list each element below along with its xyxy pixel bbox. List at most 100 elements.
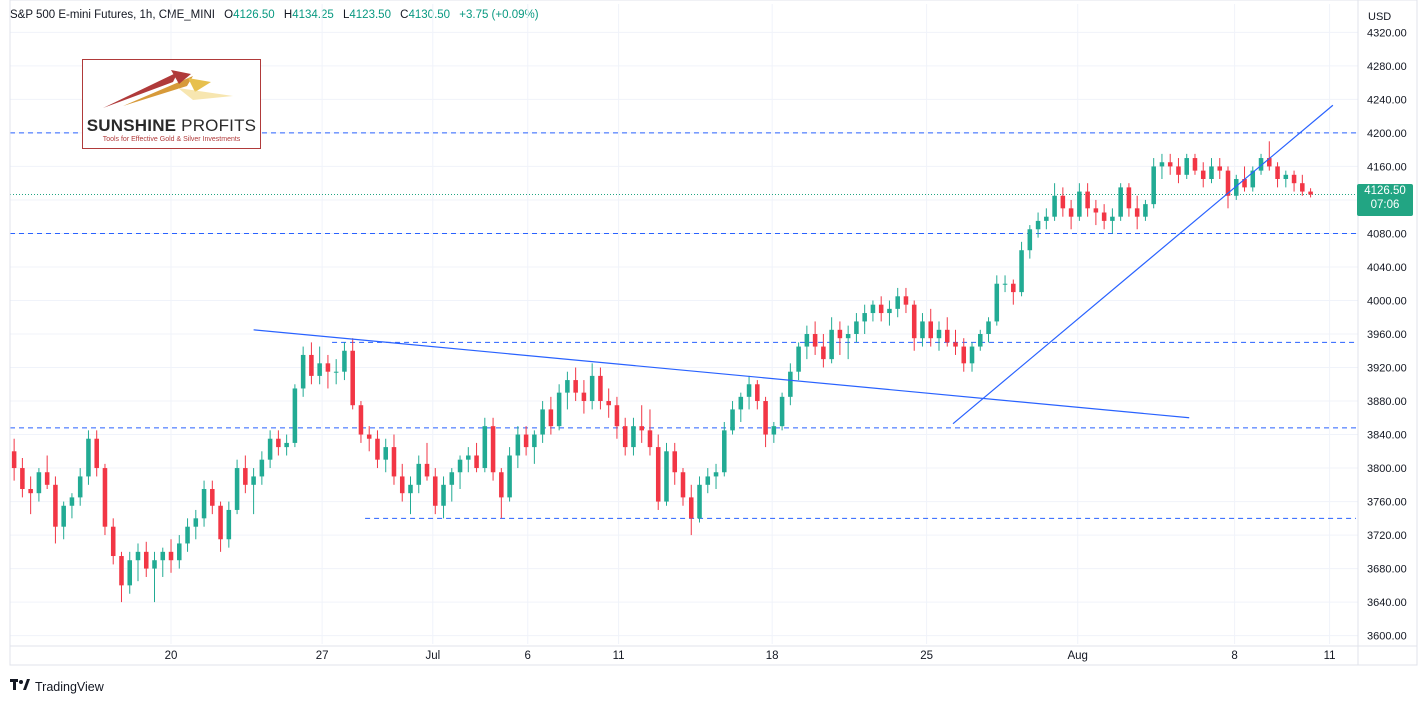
candle-body bbox=[1184, 158, 1189, 175]
logo-arrows-icon bbox=[103, 70, 233, 108]
candle-body bbox=[1217, 166, 1223, 171]
candle-body bbox=[391, 447, 397, 477]
candle-body bbox=[1035, 220, 1041, 230]
symbol-title: S&P 500 E-mini Futures, 1h, CME_MINI bbox=[10, 9, 215, 21]
candle-body bbox=[441, 484, 446, 506]
y-tick-label: 3920.00 bbox=[1367, 363, 1407, 375]
candle-body bbox=[969, 346, 975, 364]
candle-body bbox=[408, 484, 413, 494]
logo-brand-light: PROFITS bbox=[181, 116, 257, 135]
candle-body bbox=[1209, 166, 1214, 179]
candle-body bbox=[358, 405, 364, 435]
candle-body bbox=[20, 468, 25, 489]
x-tick-label: 27 bbox=[316, 650, 329, 662]
candle-body bbox=[251, 476, 256, 485]
candle-body bbox=[821, 346, 826, 360]
open-label: O bbox=[224, 9, 234, 21]
low-value: 4123.50 bbox=[349, 9, 391, 21]
candle-body bbox=[160, 551, 166, 561]
low-label: L bbox=[342, 9, 350, 21]
candle-body bbox=[961, 346, 967, 364]
candle-body bbox=[1052, 195, 1057, 217]
candle-body bbox=[1151, 166, 1156, 205]
candle-body bbox=[292, 388, 298, 443]
y-tick-label: 3800.00 bbox=[1367, 463, 1407, 475]
candle-body bbox=[416, 463, 422, 485]
y-tick-label: 4240.00 bbox=[1367, 94, 1407, 106]
y-tick-label: 3760.00 bbox=[1367, 497, 1407, 509]
candle-body bbox=[738, 396, 744, 410]
candle-body bbox=[474, 455, 479, 469]
x-tick-label: 25 bbox=[920, 650, 933, 662]
candle-body bbox=[309, 354, 314, 376]
y-tick-label: 3680.00 bbox=[1367, 564, 1407, 576]
candle-body bbox=[1167, 162, 1173, 167]
candle-body bbox=[1225, 170, 1231, 196]
sunshine-profits-logo: SUNSHINE PROFITS Tools for Effective Gol… bbox=[82, 59, 261, 149]
candle-body bbox=[432, 476, 438, 506]
change-value: +3.75 (+0.09%) bbox=[459, 9, 539, 21]
candle-body bbox=[1093, 208, 1099, 213]
tradingview-brand[interactable]: TradingView bbox=[35, 679, 104, 694]
candle-body bbox=[44, 472, 50, 485]
candle-body bbox=[276, 438, 281, 448]
y-tick-label: 3720.00 bbox=[1367, 530, 1407, 542]
candle-body bbox=[1258, 158, 1264, 171]
candle-body bbox=[69, 497, 75, 506]
candle-body bbox=[490, 426, 496, 473]
candle-body bbox=[1101, 212, 1107, 221]
candle-body bbox=[457, 459, 463, 473]
candle-body bbox=[746, 384, 752, 397]
candle-body bbox=[375, 438, 380, 460]
logo-brand: SUNSHINE PROFITS bbox=[83, 116, 260, 136]
candle-body bbox=[614, 405, 620, 427]
x-tick-label: Aug bbox=[1067, 650, 1087, 662]
candle-body bbox=[515, 434, 521, 456]
candle-body bbox=[1192, 158, 1198, 171]
candle-body bbox=[53, 484, 58, 527]
candle-body bbox=[722, 430, 727, 473]
candle-body bbox=[366, 434, 372, 439]
trendlines[interactable] bbox=[253, 104, 1334, 425]
currency-label[interactable]: USD bbox=[1368, 11, 1392, 23]
candle-body bbox=[606, 401, 611, 406]
candle-body bbox=[1002, 283, 1008, 285]
candle-body bbox=[854, 321, 859, 334]
candle-body bbox=[944, 329, 950, 343]
candle-body bbox=[771, 426, 777, 435]
y-tick-label: 3640.00 bbox=[1367, 597, 1407, 609]
candle-body bbox=[317, 363, 322, 376]
candle-body bbox=[143, 551, 149, 569]
candle-body bbox=[631, 426, 636, 448]
candle-body bbox=[210, 489, 215, 506]
candle-body bbox=[36, 472, 42, 494]
candle-body bbox=[920, 321, 925, 339]
candle-body bbox=[1044, 216, 1049, 221]
candle-body bbox=[523, 434, 529, 448]
y-tick-label: 4000.00 bbox=[1367, 295, 1407, 307]
horizontal-levels bbox=[10, 132, 1356, 519]
candle-body bbox=[788, 371, 793, 397]
candle-body bbox=[1250, 170, 1256, 188]
y-tick-label: 4040.00 bbox=[1367, 262, 1407, 274]
last-price-value: 4126.50 bbox=[1364, 185, 1406, 197]
footer[interactable]: TradingView bbox=[10, 679, 104, 694]
candle-body bbox=[1291, 174, 1297, 184]
candle-body bbox=[697, 484, 702, 519]
x-tick-label: 11 bbox=[1324, 650, 1336, 662]
close-label: C bbox=[400, 9, 409, 21]
candle-body bbox=[1019, 250, 1024, 293]
open-value: 4126.50 bbox=[233, 9, 275, 21]
candle-body bbox=[1011, 283, 1016, 293]
candle-body bbox=[1233, 179, 1239, 196]
candle-body bbox=[862, 313, 867, 322]
candle-body bbox=[135, 551, 141, 561]
candle-body bbox=[1110, 216, 1115, 221]
trendline bbox=[952, 104, 1334, 425]
candle-body bbox=[482, 426, 488, 469]
y-tick-label: 4320.00 bbox=[1367, 27, 1407, 39]
candle-body bbox=[598, 375, 603, 402]
candle-body bbox=[540, 409, 545, 435]
candle-body bbox=[986, 321, 991, 334]
